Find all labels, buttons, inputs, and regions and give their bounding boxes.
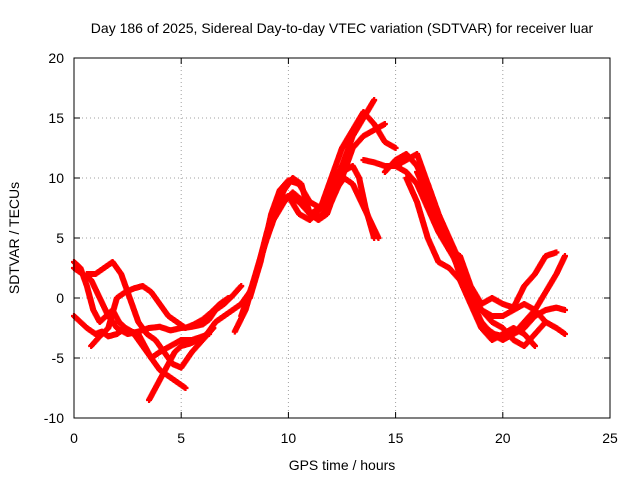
- x-tick-label: 5: [177, 430, 185, 446]
- data-point: [375, 235, 382, 241]
- series-track-4: [88, 283, 232, 349]
- x-tick-label: 20: [495, 430, 511, 446]
- y-tick-label: 10: [48, 170, 64, 186]
- data-point: [561, 307, 568, 313]
- data-point: [531, 343, 538, 349]
- data-point: [561, 253, 568, 259]
- data-point: [392, 145, 399, 151]
- y-tick-label: 20: [48, 50, 64, 66]
- series-track-11: [259, 175, 382, 253]
- series-track-15: [403, 175, 538, 349]
- y-tick-label: 0: [56, 290, 64, 306]
- series-track-16: [414, 169, 560, 311]
- data-layer: [71, 97, 568, 403]
- data-point: [553, 249, 560, 256]
- series-track-17: [424, 181, 549, 349]
- y-tick-label: 15: [48, 110, 64, 126]
- x-tick-label: 25: [602, 430, 618, 446]
- x-axis-label: GPS time / hours: [289, 457, 396, 473]
- tick-layer: 0 5 10 15 20 25 -10 -5 0 5 10 15 20: [44, 50, 618, 446]
- x-tick-label: 15: [388, 430, 404, 446]
- chart-title: Day 186 of 2025, Sidereal Day-to-day VTE…: [91, 20, 594, 36]
- data-point: [381, 121, 388, 127]
- y-tick-label: 5: [56, 230, 64, 246]
- data-point: [182, 385, 189, 391]
- data-point: [371, 97, 378, 103]
- data-point: [225, 295, 232, 301]
- series-track-2: [71, 313, 189, 391]
- data-point: [542, 319, 549, 325]
- y-axis-label: SDTVAR / TECUs: [6, 182, 22, 294]
- x-tick-label: 0: [70, 430, 78, 446]
- series-track-6: [146, 289, 253, 403]
- series-track-10: [253, 109, 399, 277]
- data-point: [561, 331, 568, 337]
- data-point: [238, 283, 245, 289]
- x-tick-label: 10: [281, 430, 297, 446]
- y-tick-label: -5: [52, 350, 65, 366]
- y-tick-label: -10: [44, 410, 64, 426]
- series-track-5: [83, 259, 217, 371]
